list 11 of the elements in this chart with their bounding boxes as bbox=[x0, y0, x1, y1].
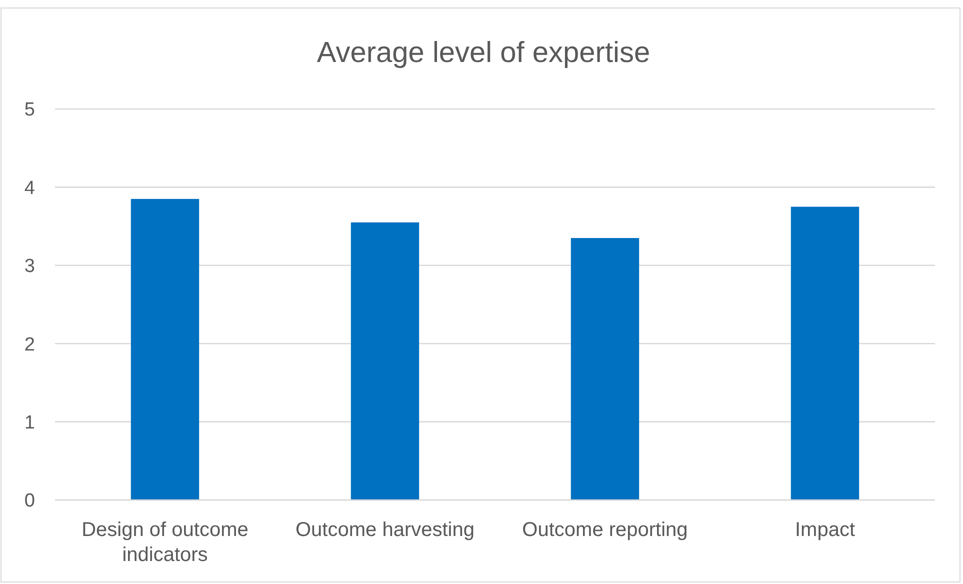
y-tick-label: 2 bbox=[24, 334, 35, 356]
x-tick-label: Outcome harvesting bbox=[296, 519, 474, 541]
y-tick-label: 0 bbox=[24, 490, 35, 512]
y-tick-label: 5 bbox=[24, 100, 35, 121]
y-tick-label: 1 bbox=[24, 412, 35, 434]
x-tick-label: Design of outcome indicators bbox=[82, 519, 248, 566]
x-tick-label: Outcome reporting bbox=[522, 519, 688, 541]
chart-title: Average level of expertise bbox=[316, 37, 650, 69]
y-tick-label: 3 bbox=[24, 256, 35, 278]
x-tick-label: Impact bbox=[794, 519, 856, 541]
y-tick-label: 4 bbox=[24, 178, 36, 199]
